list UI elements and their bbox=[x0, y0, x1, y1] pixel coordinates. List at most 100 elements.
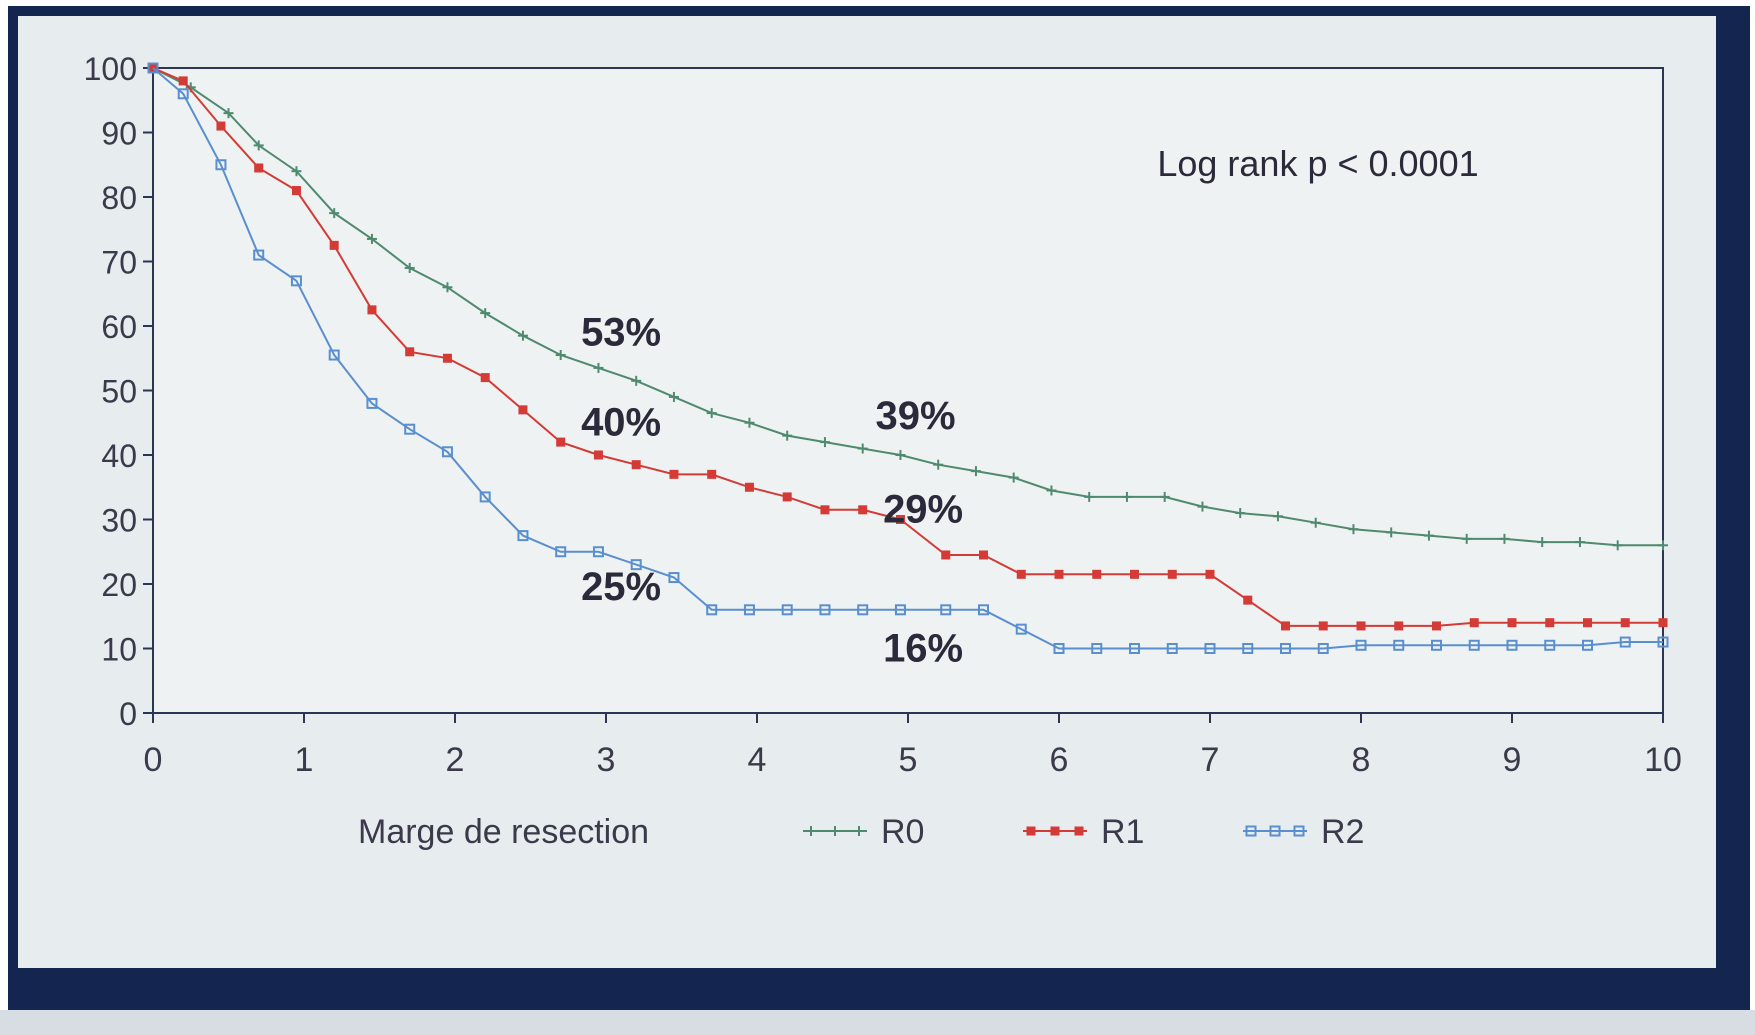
data-point-r0 bbox=[366, 233, 377, 244]
data-point-r2 bbox=[940, 604, 952, 616]
percent-label: 40% bbox=[581, 401, 661, 445]
x-tick-label: 0 bbox=[144, 741, 163, 779]
y-tick-label: 60 bbox=[101, 309, 137, 345]
data-point-r1 bbox=[518, 405, 528, 415]
data-point-r2 bbox=[1129, 643, 1140, 654]
data-point-r0 bbox=[895, 450, 906, 460]
data-point-r2 bbox=[555, 546, 567, 558]
data-point-r2 bbox=[1657, 636, 1669, 648]
data-point-r0 bbox=[1310, 517, 1321, 528]
x-tick-label: 10 bbox=[1644, 741, 1682, 779]
monitor-frame: 0 1 2 3 4 5 6 7 8 9 10 0 10 20 30 40 50 60 70 80 90 100 53% 40… bbox=[8, 6, 1750, 1010]
data-point-r2 bbox=[630, 559, 642, 571]
data-point-r2 bbox=[1468, 639, 1480, 651]
data-point-r1 bbox=[556, 437, 566, 447]
data-point-r2 bbox=[1204, 643, 1216, 654]
data-point-r1 bbox=[1507, 618, 1517, 628]
data-point-r0 bbox=[1423, 530, 1434, 541]
data-point-r1 bbox=[744, 482, 754, 492]
legend-label: R1 bbox=[1101, 813, 1144, 851]
data-point-r1 bbox=[1243, 595, 1253, 605]
data-point-r0 bbox=[480, 308, 491, 319]
data-point-r2 bbox=[706, 604, 718, 616]
y-tick-label: 0 bbox=[119, 696, 137, 732]
data-point-r1 bbox=[480, 373, 490, 383]
series-r0 bbox=[148, 63, 1668, 551]
data-point-r2 bbox=[517, 530, 529, 542]
data-point-r2 bbox=[1619, 636, 1631, 648]
data-point-r1 bbox=[216, 121, 226, 131]
percent-label: 53% bbox=[581, 310, 661, 354]
y-tick-label: 90 bbox=[101, 116, 137, 152]
legend-swatch-marker bbox=[854, 826, 864, 836]
x-tick-label: 1 bbox=[295, 741, 314, 779]
legend-swatch-marker bbox=[1245, 825, 1257, 837]
data-point-r2 bbox=[592, 546, 604, 558]
data-point-r0 bbox=[857, 443, 868, 454]
data-point-r2 bbox=[1431, 639, 1442, 651]
data-point-r2 bbox=[1355, 639, 1367, 651]
data-point-r0 bbox=[1197, 501, 1208, 512]
data-point-r0 bbox=[706, 408, 717, 419]
series-layer bbox=[147, 62, 1669, 654]
data-point-r0 bbox=[442, 282, 453, 293]
data-point-r0 bbox=[1046, 485, 1057, 496]
x-tick-label: 9 bbox=[1503, 741, 1522, 779]
data-point-r0 bbox=[933, 459, 944, 470]
y-tick-label: 100 bbox=[84, 51, 137, 87]
data-point-r1 bbox=[1281, 621, 1290, 631]
data-point-r2 bbox=[978, 604, 989, 616]
data-point-r1 bbox=[254, 163, 264, 173]
data-point-r1 bbox=[820, 505, 830, 515]
x-tick-label: 4 bbox=[748, 741, 767, 779]
legend-entry-r2: R2 bbox=[1243, 813, 1364, 851]
data-point-r2 bbox=[366, 397, 378, 409]
projection-screen: 0 1 2 3 4 5 6 7 8 9 10 0 10 20 30 40 50 60 70 80 90 100 53% 40… bbox=[18, 16, 1716, 968]
data-point-r2 bbox=[215, 159, 227, 171]
data-point-r0 bbox=[329, 208, 340, 219]
data-point-r1 bbox=[367, 305, 377, 315]
data-point-r1 bbox=[631, 460, 641, 470]
data-point-r0 bbox=[1537, 537, 1548, 548]
data-point-r0 bbox=[1272, 511, 1283, 522]
series-r1 bbox=[148, 63, 1668, 631]
data-point-r0 bbox=[744, 417, 755, 428]
data-point-r1 bbox=[442, 353, 452, 363]
data-point-r1 bbox=[941, 550, 951, 560]
data-point-r1 bbox=[1583, 618, 1592, 628]
data-point-r2 bbox=[1280, 643, 1291, 654]
data-point-r2 bbox=[781, 604, 793, 616]
data-point-r1 bbox=[291, 186, 301, 196]
legend-swatch-marker bbox=[806, 826, 816, 836]
data-point-r1 bbox=[1092, 569, 1102, 579]
y-tick-label: 80 bbox=[101, 180, 137, 216]
legend: Marge de resection R0 R1 R2 bbox=[358, 813, 1364, 851]
data-point-r2 bbox=[743, 604, 755, 616]
data-point-r2 bbox=[1053, 643, 1065, 654]
data-point-r1 bbox=[329, 240, 339, 250]
data-point-r2 bbox=[1544, 639, 1556, 651]
data-point-r2 bbox=[441, 446, 453, 458]
data-point-r0 bbox=[631, 375, 642, 386]
data-point-r0 bbox=[819, 437, 830, 448]
y-tick-label: 30 bbox=[101, 503, 137, 539]
data-point-r0 bbox=[1461, 533, 1472, 544]
data-point-r1 bbox=[858, 505, 868, 515]
data-point-r1 bbox=[782, 492, 792, 502]
data-point-r2 bbox=[404, 423, 416, 435]
data-point-r0 bbox=[1499, 533, 1510, 544]
data-point-r2 bbox=[479, 491, 491, 503]
data-point-r2 bbox=[668, 572, 680, 584]
data-point-r2 bbox=[1015, 623, 1027, 635]
data-point-r2 bbox=[1582, 639, 1593, 651]
data-point-r0 bbox=[1612, 540, 1623, 551]
data-point-r2 bbox=[819, 604, 831, 616]
bottom-strip bbox=[0, 1010, 1755, 1035]
data-point-r0 bbox=[1235, 508, 1246, 519]
data-point-r2 bbox=[1091, 643, 1103, 654]
data-point-r2 bbox=[328, 349, 340, 361]
legend-swatch-marker bbox=[1293, 825, 1305, 837]
legend-title: Marge de resection bbox=[358, 813, 649, 851]
